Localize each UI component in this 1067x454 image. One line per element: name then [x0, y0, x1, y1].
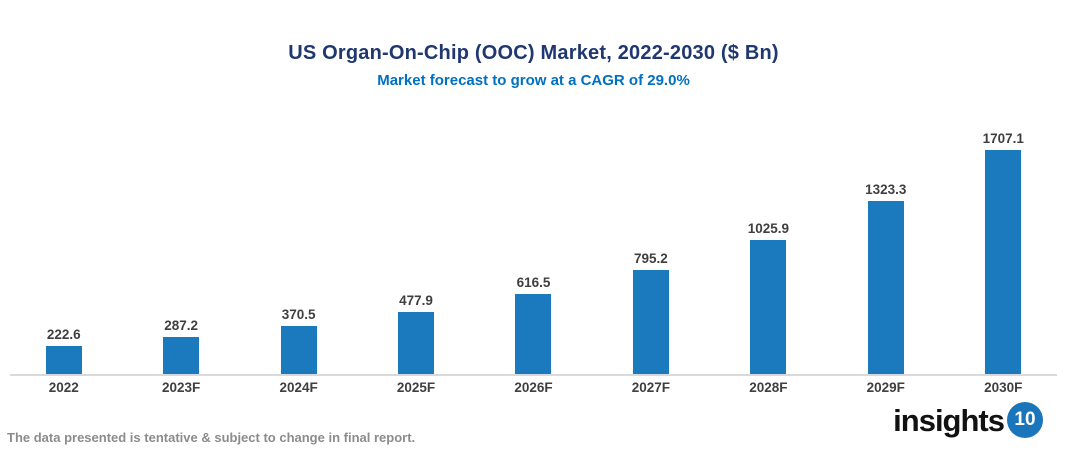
- x-axis-tick-label: 2023F: [162, 380, 201, 395]
- bar-value-label: 222.6: [46, 327, 81, 342]
- chart-title: US Organ-On-Chip (OOC) Market, 2022-2030…: [288, 42, 779, 64]
- x-axis-tick-label: 2024F: [279, 380, 318, 395]
- bar-value-label: 1707.1: [982, 131, 1024, 146]
- x-axis-tick-label: 2025F: [396, 380, 436, 395]
- bar: [398, 312, 435, 375]
- x-axis-tick-label: 2028F: [749, 380, 788, 395]
- bar: [280, 326, 317, 375]
- x-axis-tick-label: 2022: [48, 380, 79, 395]
- bar-column-2026f: 616.5: [475, 110, 592, 375]
- x-axis-tick-label: 2026F: [514, 380, 553, 395]
- x-axis-labels: 2022 2023F 2024F 2025F 2026F 2027F 2028F 2029F 2…: [5, 380, 1062, 395]
- chart-subtitle: Market forecast to grow at a CAGR of 29.…: [377, 72, 690, 89]
- bar-column-2025f: 477.9: [357, 110, 474, 375]
- bar: [163, 337, 200, 375]
- bar-column-2027f: 795.2: [592, 110, 709, 375]
- bar-value-label: 616.5: [516, 275, 551, 290]
- bar-value-label: 477.9: [399, 293, 433, 308]
- x-axis-tick-label: 2027F: [631, 380, 671, 395]
- x-axis-tick-label: 2030F: [984, 380, 1023, 395]
- x-axis-line: [10, 374, 1057, 376]
- bar: [515, 294, 552, 375]
- bar-column-2028f: 1025.9: [710, 110, 827, 375]
- logo-circle-badge: 10: [1007, 402, 1043, 438]
- bar-value-label: 287.2: [164, 318, 199, 333]
- bar: [985, 150, 1022, 375]
- bar-column-2024f: 370.5: [240, 110, 357, 375]
- bar-column-2022: 222.6: [5, 110, 122, 375]
- insights10-logo: insights 10: [893, 402, 1043, 438]
- bar: [750, 240, 787, 375]
- bar-column-2030f: 1707.1: [945, 110, 1062, 375]
- bar-value-label: 1323.3: [865, 182, 907, 197]
- logo-wordmark: insights: [893, 402, 1005, 438]
- bar: [867, 201, 904, 375]
- bar-value-label: 370.5: [281, 307, 316, 322]
- disclaimer-text: The data presented is tentative & subjec…: [7, 430, 416, 445]
- x-axis-tick-label: 2029F: [866, 380, 905, 395]
- bar: [45, 346, 82, 375]
- bar: [632, 270, 669, 375]
- bar-value-label: 1025.9: [747, 221, 789, 236]
- plot-area: 222.6 287.2 370.5 477.9 616.5 795.2 1025.9 1323…: [5, 110, 1062, 375]
- bar-column-2023f: 287.2: [122, 110, 239, 375]
- bar-column-2029f: 1323.3: [827, 110, 944, 375]
- bar-value-label: 795.2: [634, 251, 668, 266]
